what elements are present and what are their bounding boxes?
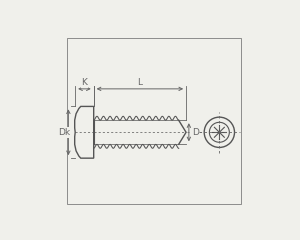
Text: D: D bbox=[192, 128, 199, 137]
Text: Dk: Dk bbox=[58, 128, 71, 137]
Text: L: L bbox=[137, 78, 142, 87]
Text: K: K bbox=[82, 78, 87, 87]
Bar bbox=[67, 38, 241, 204]
